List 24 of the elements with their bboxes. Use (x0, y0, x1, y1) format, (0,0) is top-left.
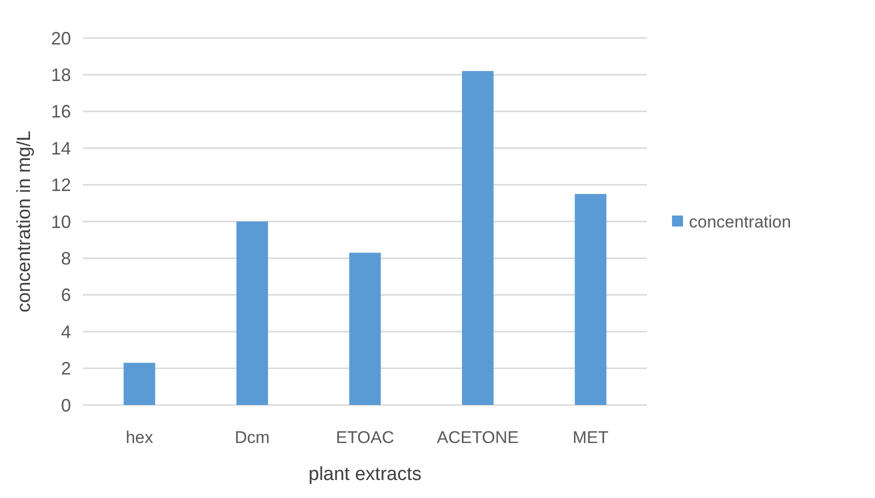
bar (349, 252, 381, 405)
y-tick-label: 16 (50, 102, 71, 122)
y-tick-label: 2 (60, 358, 71, 379)
y-tick-label: 8 (60, 248, 71, 268)
y-tick-label: 10 (50, 212, 71, 232)
x-tick-label: ACETONE (436, 428, 519, 447)
y-tick-label: 0 (60, 395, 71, 416)
bar (124, 362, 156, 405)
x-tick-label: Dcm (234, 428, 270, 447)
bar (236, 222, 268, 405)
legend-label: concentration (689, 212, 792, 232)
y-tick-label: 4 (60, 322, 71, 342)
x-tick-label: ETOAC (336, 428, 394, 447)
x-axis-title: plant extracts (308, 464, 422, 485)
bar (574, 194, 606, 405)
x-tick-label: hex (126, 428, 154, 447)
y-tick-label: 14 (50, 138, 71, 158)
y-tick-label: 6 (60, 285, 71, 306)
y-tick-label: 20 (50, 28, 71, 48)
x-tick-label: MET (572, 428, 609, 447)
y-axis-title: concentration in mg/L (14, 130, 35, 312)
bar (462, 71, 494, 405)
y-tick-label: 12 (50, 175, 71, 196)
y-tick-label: 18 (50, 65, 71, 85)
